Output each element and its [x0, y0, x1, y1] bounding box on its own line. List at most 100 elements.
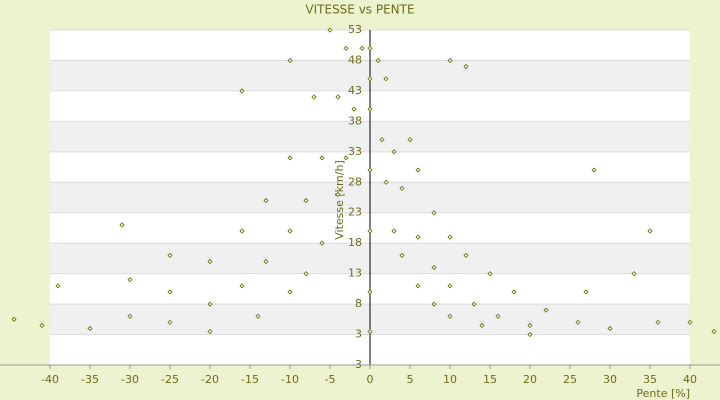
- point: [463, 63, 469, 70]
- point: [431, 301, 437, 307]
- x-tick-label: -20: [201, 373, 219, 386]
- point: [655, 319, 661, 325]
- point: [399, 252, 405, 258]
- y-tick-label: 18: [348, 236, 362, 249]
- x-tick-label: -25: [161, 373, 179, 386]
- point: [367, 167, 373, 173]
- point: [287, 289, 293, 295]
- chart-title: VITESSE vs PENTE: [305, 3, 414, 17]
- point: [367, 45, 373, 51]
- point: [207, 258, 213, 265]
- point: [447, 313, 453, 319]
- point: [631, 271, 637, 277]
- point: [399, 185, 405, 191]
- y-tick-label: 13: [348, 267, 362, 280]
- point: [367, 106, 373, 112]
- point: [687, 319, 693, 325]
- point: [383, 76, 389, 82]
- point: [367, 289, 373, 295]
- point: [119, 222, 125, 228]
- y-tick-label: 8: [355, 297, 362, 310]
- point: [351, 106, 357, 112]
- point: [367, 76, 373, 82]
- point: [447, 234, 453, 240]
- point: [263, 197, 269, 204]
- y-tick-label: 3: [355, 328, 362, 341]
- point: [319, 155, 325, 161]
- x-tick-label: -5: [325, 373, 336, 386]
- point: [127, 277, 133, 283]
- point: [647, 228, 653, 234]
- point: [431, 210, 437, 216]
- y-tick-label: 43: [348, 84, 362, 97]
- x-tick-label: -30: [121, 373, 139, 386]
- point: [407, 137, 413, 143]
- point: [239, 283, 245, 289]
- point: [319, 240, 325, 246]
- point: [287, 57, 293, 64]
- point: [391, 228, 397, 234]
- point: [575, 319, 581, 325]
- x-tick-label: 30: [603, 373, 617, 386]
- point: [167, 319, 173, 325]
- point: [583, 289, 589, 295]
- x-tick-label: 0: [367, 373, 374, 386]
- x-tick-label: 5: [407, 373, 414, 386]
- x-tick-label: -15: [241, 373, 259, 386]
- point: [495, 313, 501, 319]
- point: [391, 149, 397, 155]
- point: [375, 57, 381, 64]
- point: [167, 252, 173, 258]
- point: [543, 307, 549, 313]
- point: [379, 137, 385, 143]
- point: [359, 45, 365, 51]
- x-tick-label: -10: [281, 373, 299, 386]
- y-tick-label: 33: [348, 145, 362, 158]
- x-tick-label: 15: [483, 373, 497, 386]
- point: [287, 155, 293, 161]
- x-tick-label: -35: [81, 373, 99, 386]
- point: [711, 328, 717, 335]
- point: [311, 94, 317, 100]
- point: [39, 322, 45, 328]
- point: [479, 322, 485, 328]
- point: [207, 328, 213, 335]
- point: [263, 258, 269, 265]
- point: [343, 155, 349, 161]
- point: [415, 283, 421, 289]
- point: [511, 289, 517, 295]
- point: [255, 313, 261, 319]
- x-axis-title: Pente [%]: [636, 387, 690, 400]
- y-tick-label: 53: [348, 23, 362, 36]
- point: [487, 271, 493, 277]
- point: [367, 328, 373, 335]
- point: [343, 45, 349, 51]
- point: [607, 325, 613, 332]
- point: [527, 331, 533, 338]
- point: [591, 167, 597, 173]
- point: [127, 313, 133, 319]
- point: [335, 191, 341, 198]
- y-tick-label: 23: [348, 206, 362, 219]
- point: [87, 325, 93, 332]
- point: [11, 316, 17, 322]
- point: [447, 283, 453, 289]
- point: [207, 301, 213, 307]
- x-tick-label: 25: [563, 373, 577, 386]
- point: [55, 283, 61, 289]
- point: [335, 94, 341, 100]
- x-tick-label: 20: [523, 373, 537, 386]
- point: [367, 228, 373, 234]
- x-tick-label: 35: [643, 373, 657, 386]
- point: [303, 197, 309, 204]
- point: [527, 322, 533, 328]
- point: [471, 301, 477, 307]
- point: [431, 264, 437, 271]
- point: [287, 228, 293, 234]
- y-axis-title: Vitesse [km/h]: [333, 160, 346, 240]
- y-tick-label: 28: [348, 175, 362, 188]
- x-tick-label: -40: [41, 373, 59, 386]
- point: [415, 167, 421, 173]
- y-tick-label: 48: [348, 53, 362, 66]
- point: [239, 88, 245, 94]
